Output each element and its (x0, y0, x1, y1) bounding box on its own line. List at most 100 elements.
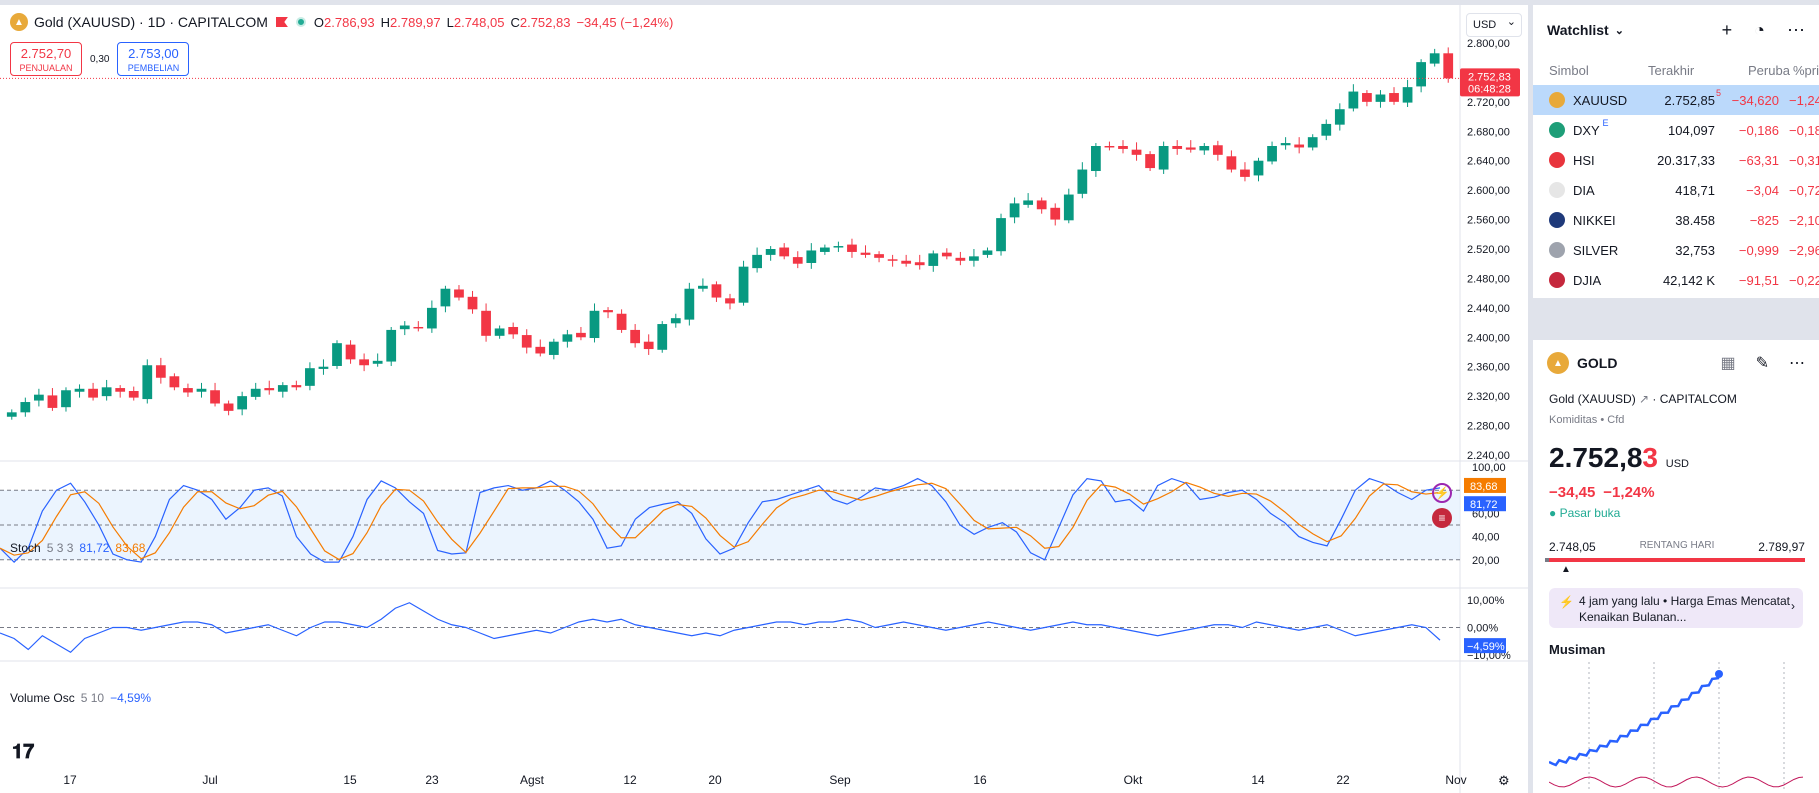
time-tick-label: 17 (63, 773, 77, 787)
price-tick-label: 2.320,00 (1467, 391, 1510, 403)
chart-header: ▲ Gold (XAUUSD) · 1D · CAPITALCOM O2.786… (10, 13, 673, 31)
currency-select[interactable]: USD (1466, 13, 1522, 37)
candle-body (155, 365, 166, 378)
volosc-tag (1464, 638, 1506, 654)
edit-icon[interactable]: ✎ (1755, 355, 1769, 372)
watchlist-pct: −0,18 (1789, 122, 1819, 138)
details-change-value: −34,45 (1549, 484, 1596, 501)
candle-body (562, 334, 573, 342)
details-price-main: 2.752,8 (1549, 442, 1643, 473)
candle-body (6, 412, 17, 417)
candle-body (494, 328, 505, 336)
watchlist-row-dxy[interactable]: DXY E 104,097 −0,186 −0,18 (1533, 115, 1819, 145)
details-change: −34,45 −1,24% (1549, 484, 1655, 501)
candle-body (806, 250, 817, 263)
candle-body (969, 256, 979, 261)
chevron-down-icon[interactable]: ⌄ (1614, 24, 1624, 37)
candle-body (372, 360, 383, 364)
watchlist-symbol-sup: E (1602, 118, 1609, 128)
sell-button[interactable]: 2.752,70 PENJUALAN (10, 42, 82, 76)
candle-body (1443, 53, 1454, 79)
candle-body (684, 288, 695, 320)
watchlist-change: −91,51 (1738, 272, 1779, 288)
chart-pie-icon[interactable]: ◔ (1754, 19, 1765, 40)
candle-body (1416, 62, 1426, 87)
watchlist-row-hsi[interactable]: HSI 20.317,33 −63,31 −0,31 (1533, 145, 1819, 175)
col-pct[interactable]: %pri (1793, 62, 1819, 78)
details-symbol[interactable]: GOLD (1577, 355, 1618, 371)
seasonal-title[interactable]: Musiman (1549, 642, 1606, 657)
symbol-title[interactable]: ▲ Gold (XAUUSD) · 1D · CAPITALCOM (10, 13, 268, 31)
watchlist-change: −825 (1749, 212, 1779, 228)
news-item[interactable]: ⚡ 4 jam yang lalu • Harga Emas Mencatat … (1549, 588, 1803, 628)
candle-body (725, 298, 735, 304)
candle-body (1429, 53, 1440, 64)
grid-icon[interactable]: ▦ (1720, 355, 1736, 372)
stoch-tick-label: 60,00 (1472, 508, 1500, 520)
candle-body (345, 344, 356, 360)
tradingview-logo-icon[interactable]: 𝟏𝟕 (12, 741, 35, 763)
col-change[interactable]: Peruba (1748, 62, 1790, 78)
watchlist-title[interactable]: Watchlist (1547, 22, 1609, 38)
high-value: 2.789,97 (390, 14, 441, 30)
lightning-icon: ⚡ (1559, 595, 1574, 609)
details-category: Komiditas (1549, 414, 1598, 426)
volosc-params: 5 10 (80, 691, 105, 705)
sell-price: 2.752,70 (20, 46, 72, 61)
us-flag-icon[interactable]: ≡ (1432, 508, 1452, 528)
candle-body (833, 246, 844, 248)
volosc-tag-value: −4,59% (1467, 641, 1505, 653)
chevron-right-icon: › (1791, 599, 1795, 613)
watchlist-pct: −2,10 (1789, 212, 1819, 228)
candle-body (386, 329, 397, 362)
more-icon[interactable]: ⋯ (1787, 19, 1805, 40)
range-high: 2.789,97 (1758, 540, 1805, 554)
watchlist-row-dia[interactable]: DIA 418,71 −3,04 −0,72 (1533, 175, 1819, 205)
col-last[interactable]: Terakhir (1648, 62, 1695, 78)
watchlist-row-djia[interactable]: DJIA 42,142 K −91,51 −0,22 (1533, 265, 1819, 295)
stoch-d-line (0, 481, 1441, 561)
seasonal-chart[interactable] (1549, 662, 1803, 792)
volosc-label: Volume Osc (10, 691, 75, 705)
stoch-d-tag-value: 83,68 (1470, 481, 1498, 493)
candle-body (765, 249, 776, 255)
volosc-legend[interactable]: Volume Osc 5 10 −4,59% (10, 691, 151, 705)
candle-body (1348, 91, 1359, 109)
candle-body (210, 390, 220, 404)
watchlist-row-silver[interactable]: SILVER 32,753 −0,999 −2,96 (1533, 235, 1819, 265)
hsi-icon (1549, 152, 1565, 168)
watchlist-last: 418,71 (1675, 182, 1715, 198)
range-low: 2.748,05 (1549, 540, 1596, 554)
close-label: C (510, 14, 520, 30)
flag-icon[interactable] (275, 17, 288, 27)
details-name[interactable]: Gold (XAUUSD) (1549, 392, 1636, 406)
watchlist-row-xauusd[interactable]: XAUUSD 2.752,85 5 −34,620 −1,24 (1533, 85, 1819, 115)
price-tick-label: 2.680,00 (1467, 126, 1510, 138)
watchlist-change: −3,04 (1746, 182, 1779, 198)
chart-canvas[interactable]: 2.800,002.760,002.720,002.680,002.640,00… (0, 5, 1528, 793)
time-tick-label: 12 (623, 773, 637, 787)
buy-button[interactable]: 2.753,00 PEMBELIAN (117, 42, 190, 76)
ohlc-values: O2.786,93 H2.789,97 L2.748,05 C2.752,83 … (314, 15, 673, 30)
candle-body (305, 368, 315, 386)
chart-area[interactable]: 2.800,002.760,002.720,002.680,002.640,00… (0, 5, 1528, 793)
add-symbol-icon[interactable]: + (1721, 19, 1733, 40)
candle-body (589, 310, 600, 339)
symbol-title-text: Gold (XAUUSD) · 1D · CAPITALCOM (34, 14, 268, 30)
candle-body (101, 387, 112, 397)
col-symbol[interactable]: Simbol (1549, 62, 1589, 78)
lightning-icon[interactable]: ⚡ (1432, 483, 1452, 503)
watchlist-row-nikkei[interactable]: NIKKEI 38.458 −825 −2,10 (1533, 205, 1819, 235)
external-link-icon[interactable]: ↗ (1639, 392, 1650, 406)
candle-body (250, 388, 261, 397)
nikkei-icon (1549, 212, 1565, 228)
watchlist-pct: −0,31 (1789, 152, 1819, 168)
time-tick-label: Jul (202, 773, 217, 787)
watchlist-pct: −2,96 (1789, 242, 1819, 258)
watchlist-symbol: DXY (1573, 122, 1600, 138)
candle-body (1362, 93, 1372, 102)
more-icon[interactable]: ⋯ (1789, 355, 1805, 372)
candle-body (1185, 147, 1196, 150)
stoch-legend[interactable]: Stoch 5 3 3 81,72 83,68 (10, 541, 145, 555)
